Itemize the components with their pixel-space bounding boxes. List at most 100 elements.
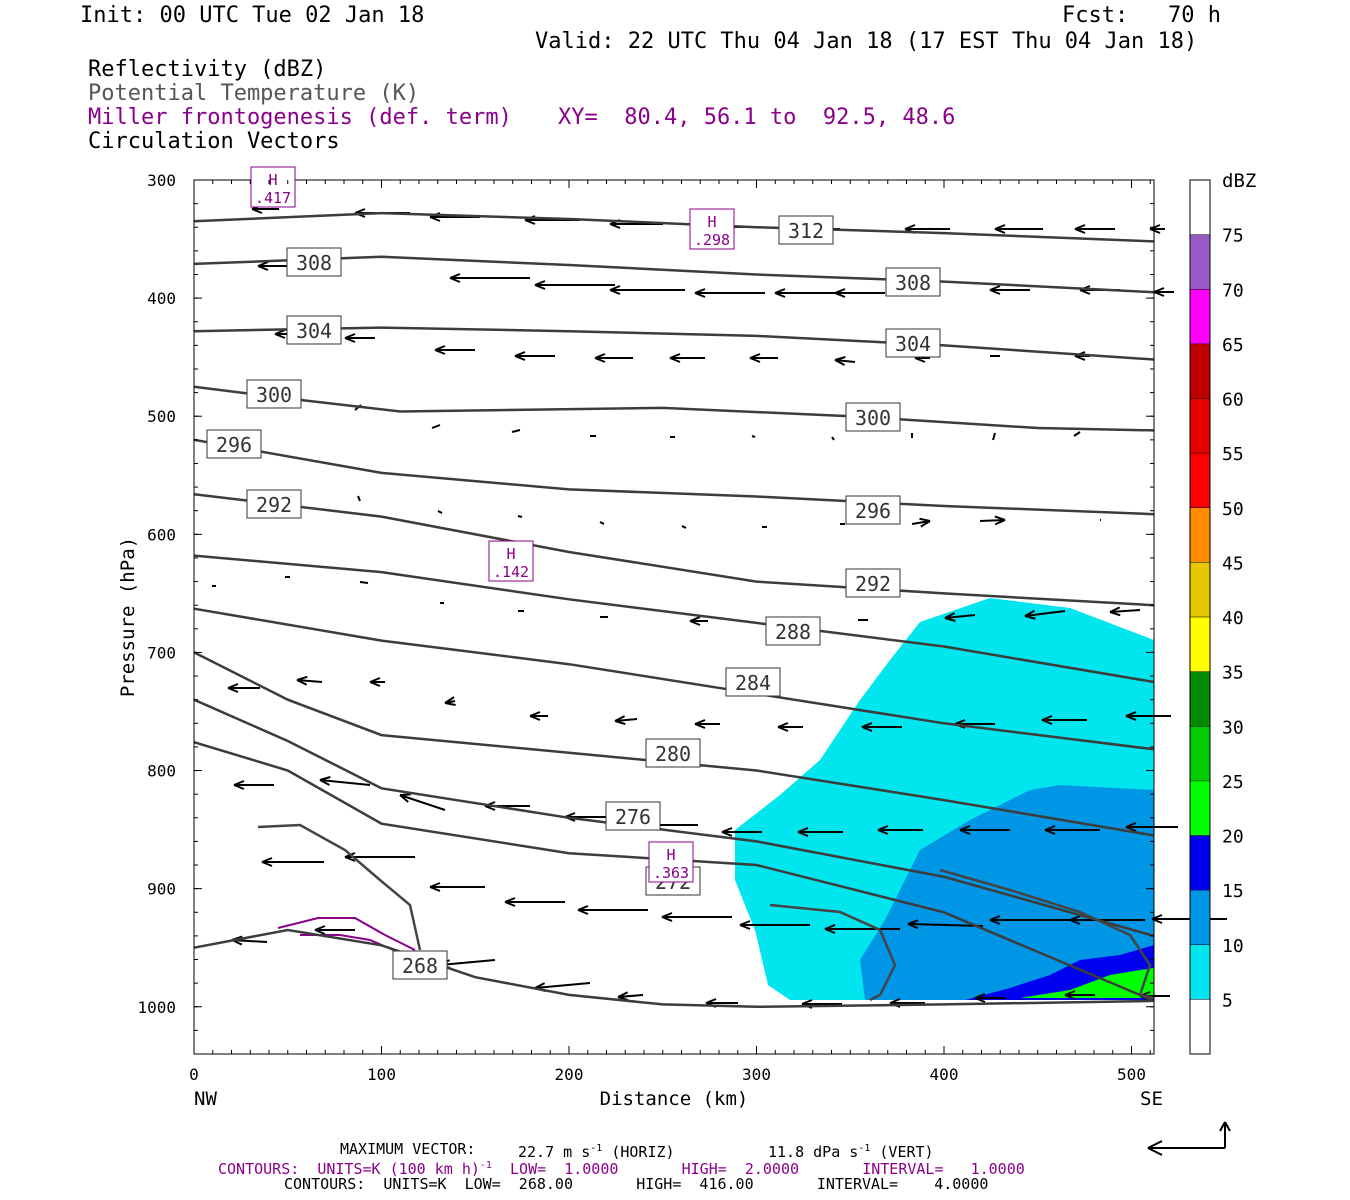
label-box	[845, 495, 901, 525]
vector-head	[449, 273, 461, 279]
vector-head	[914, 357, 926, 363]
y-tick-label: 400	[147, 289, 176, 308]
circulation-vector	[1109, 606, 1141, 617]
vector-head	[974, 997, 986, 1003]
vector-head	[994, 228, 1006, 234]
theta-label-296: 296	[845, 495, 901, 525]
circulation-vector	[429, 882, 485, 892]
vector-head	[444, 696, 455, 704]
label-box	[605, 801, 661, 831]
vector-head	[797, 831, 809, 837]
circulation-vector	[504, 897, 565, 907]
colorbar-swatch	[1190, 890, 1210, 945]
vector-head	[369, 681, 381, 687]
init-time: Init: 00 UTC Tue 02 Jan 18	[80, 3, 425, 28]
vector-head	[399, 793, 411, 796]
circulation-vector	[689, 616, 708, 626]
circulation-vector	[992, 432, 996, 441]
vector-head	[824, 928, 836, 934]
circulation-vector	[1073, 431, 1081, 437]
colorbar-swatch	[1190, 617, 1210, 672]
vector-head	[614, 720, 626, 726]
vector-head	[296, 675, 308, 681]
vector-head	[524, 219, 536, 225]
circulation-vector	[739, 920, 810, 930]
vector-head	[504, 901, 516, 907]
vector-shaft	[319, 779, 371, 786]
vector-head	[959, 829, 971, 835]
vector-head	[1041, 715, 1053, 721]
colorbar-label: 55	[1222, 444, 1244, 465]
circulation-vector	[694, 288, 765, 298]
vector-head	[861, 722, 873, 728]
vector-shaft	[979, 519, 1006, 522]
h-box	[648, 841, 694, 883]
vector-head	[227, 687, 239, 693]
vector-head	[705, 998, 717, 1004]
theta-label-296: 296	[206, 429, 262, 459]
vector-head	[577, 909, 589, 915]
label-box	[246, 379, 302, 409]
field-vectors: Circulation Vectors	[88, 129, 340, 154]
vector-head	[974, 993, 986, 999]
circulation-vector	[824, 924, 900, 934]
label-box	[286, 315, 342, 345]
colorbar-label: 50	[1222, 499, 1244, 520]
colorbar-swatch	[1190, 507, 1210, 563]
colorbar-swatch	[1190, 234, 1210, 290]
max-vert: 11.8 dPa s-1 (VERT)	[768, 1143, 934, 1161]
label-text: 280	[655, 742, 691, 766]
vector-head	[877, 825, 889, 831]
vector-shaft	[437, 510, 443, 514]
label-text: 304	[296, 319, 332, 343]
colorbar-label: 20	[1222, 827, 1244, 848]
label-text: 304	[895, 332, 931, 356]
colorbar-label: 30	[1222, 717, 1244, 738]
vector-head	[801, 999, 813, 1005]
circulation-vector	[369, 677, 385, 687]
vector-head	[314, 929, 326, 935]
colorbar-swatch	[1190, 944, 1210, 1000]
vector-head	[1064, 994, 1076, 1000]
circulation-vector	[721, 827, 762, 837]
h-letter: H	[506, 545, 515, 563]
circulation-vector	[989, 285, 1030, 295]
vector-head	[1125, 822, 1137, 828]
vector-head	[834, 288, 846, 294]
forecast-hour: Fcst: 70 h	[1062, 3, 1221, 28]
vector-head	[694, 292, 706, 298]
h-letter: H	[707, 213, 716, 231]
circulation-vector	[227, 683, 260, 693]
theta-label-300: 300	[845, 402, 901, 432]
circulation-vector	[296, 675, 323, 686]
theta-contour-info: CONTOURS: UNITS=K LOW= 268.00 HIGH= 416.…	[284, 1175, 989, 1193]
circulation-vector	[797, 827, 843, 837]
circulation-vector	[357, 495, 361, 502]
circulation-vector	[1044, 825, 1100, 835]
label-box	[765, 616, 821, 646]
h-value: .298	[694, 231, 730, 249]
vector-head	[354, 208, 366, 214]
vector-head	[1024, 615, 1036, 620]
vector-head	[661, 912, 673, 918]
colorbar-swatch	[1190, 780, 1210, 836]
vector-head	[694, 723, 706, 729]
y-tick-label: 800	[147, 762, 176, 781]
vector-shaft	[834, 359, 856, 363]
y-axis-label: Pressure (hPa)	[117, 537, 139, 697]
theta-label-280: 280	[645, 738, 701, 768]
vector-head	[444, 702, 456, 706]
colorbar-label: 70	[1222, 280, 1244, 301]
vector-head	[721, 827, 733, 833]
vector-head	[944, 612, 956, 619]
vector-head	[434, 345, 446, 351]
theta-line-280	[193, 651, 1155, 837]
theta-line-308	[193, 255, 1155, 294]
h-value: .142	[493, 563, 529, 581]
label-box	[885, 267, 941, 297]
vector-head	[1041, 719, 1053, 725]
vector-shaft	[992, 432, 996, 441]
circulation-vector	[261, 857, 324, 867]
circulation-vector	[1149, 224, 1165, 234]
